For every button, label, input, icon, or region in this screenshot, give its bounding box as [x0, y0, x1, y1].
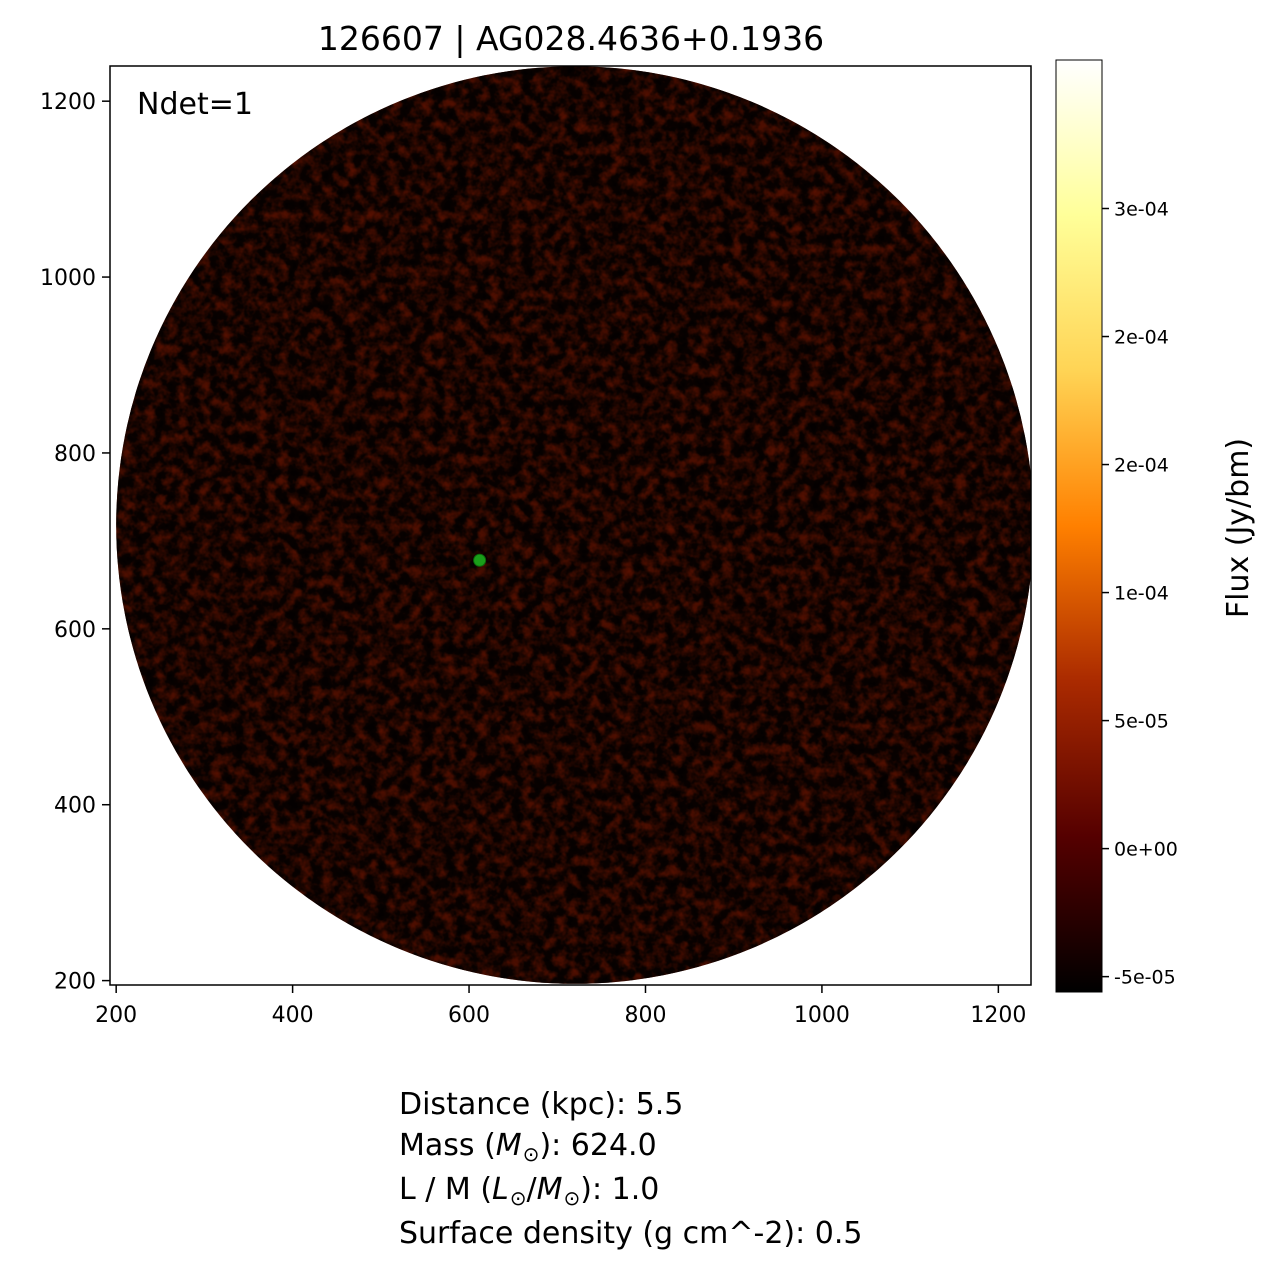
- source-marker: [473, 553, 487, 567]
- flux-map: [116, 66, 1031, 984]
- colorbar-ticks: -5e-05 0e+00 5e-05 1e-04 2e-04 2e-04 3e-04: [1102, 199, 1178, 989]
- x-tick-label: 800: [624, 1003, 666, 1028]
- ndet-annotation: Ndet=1: [137, 87, 253, 122]
- colorbar: [1055, 59, 1103, 993]
- colorbar-tick-label: 3e-04: [1114, 199, 1169, 221]
- x-tick-label: 1000: [794, 1003, 850, 1028]
- y-tick-label: 600: [54, 618, 96, 643]
- source-properties: Distance (kpc): 5.5 Mass (M⊙): 624.0 L /…: [399, 1084, 862, 1254]
- y-tick-label: 200: [54, 970, 96, 995]
- y-tick-label: 1000: [40, 266, 96, 291]
- sun-symbol-icon: ⊙: [563, 1186, 581, 1210]
- colorbar-tick-label: 2e-04: [1114, 455, 1169, 477]
- colorbar-tick-label: -5e-05: [1114, 967, 1176, 989]
- luminosity-mass-line: L / M (L⊙/M⊙): 1.0: [399, 1172, 660, 1210]
- chart-title: 126607 | AG028.4636+0.1936: [318, 19, 824, 58]
- x-tick-label: 400: [272, 1003, 314, 1028]
- colorbar-label: Flux (Jy/bm): [1221, 438, 1256, 618]
- colorbar-tick-label: 0e+00: [1114, 839, 1178, 861]
- colorbar-tick-label: 2e-04: [1114, 327, 1169, 349]
- y-tick-label: 800: [54, 442, 96, 467]
- x-tick-label: 200: [95, 1003, 137, 1028]
- sun-symbol-icon: ⊙: [509, 1186, 527, 1210]
- surface-density-line: Surface density (g cm^-2): 0.5: [399, 1216, 863, 1251]
- y-axis: 200 400 600 800 1000 1200: [40, 90, 110, 995]
- x-tick-label: 1200: [970, 1003, 1026, 1028]
- y-tick-label: 1200: [40, 90, 96, 115]
- x-axis: 200 400 600 800 1000 1200: [95, 985, 1026, 1028]
- y-tick-label: 400: [54, 794, 96, 819]
- distance-line: Distance (kpc): 5.5: [399, 1087, 684, 1122]
- colorbar-tick-label: 1e-04: [1114, 583, 1169, 605]
- colorbar-tick-label: 5e-05: [1114, 711, 1169, 733]
- plot-frame: [109, 65, 1032, 986]
- mass-line: Mass (M⊙): 624.0: [399, 1128, 657, 1166]
- sun-symbol-icon: ⊙: [522, 1142, 540, 1166]
- x-tick-label: 600: [448, 1003, 490, 1028]
